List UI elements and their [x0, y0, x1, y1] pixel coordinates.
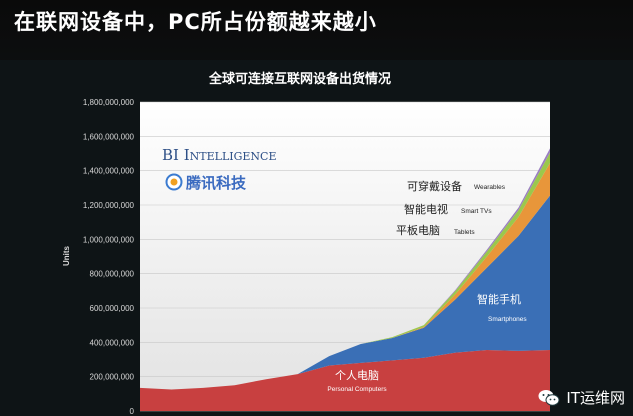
- y-tick-labels: 0 200,000,000 400,000,000 600,000,000 800,00…: [83, 98, 135, 416]
- label-pc-cn: 个人电脑: [335, 369, 379, 382]
- y-tick-label: 0: [130, 407, 135, 416]
- label-tablets-cn: 平板电脑: [396, 223, 440, 237]
- chart-title: 全球可连接互联网设备出货情况: [208, 71, 391, 87]
- y-axis-title: Units: [62, 245, 71, 266]
- label-wearables-en: Wearables: [474, 184, 506, 191]
- label-smarttv-cn: 智能电视: [404, 202, 448, 216]
- y-tick-label: 1,200,000,000: [83, 201, 135, 210]
- series-area-personal-computers: [140, 350, 550, 411]
- y-tick-label: 1,600,000,000: [83, 132, 135, 141]
- tencent-logo-icon: [165, 173, 183, 191]
- series-area-smartphones: [140, 195, 550, 390]
- brand-en: BI INTELLIGENCE: [162, 146, 277, 164]
- series-labels: 可穿戴设备 Wearables 智能电视 Smart TVs 平板电脑 Tabl…: [327, 179, 527, 393]
- watermark-text: IT运维网: [566, 389, 625, 407]
- label-wearables-cn: 可穿戴设备: [407, 179, 462, 193]
- series-areas: [140, 148, 550, 411]
- label-pc-en: Personal Computers: [327, 386, 387, 393]
- brand-block: BI INTELLIGENCE 腾讯科技: [162, 146, 277, 192]
- wechat-icon: [538, 389, 560, 406]
- y-tick-label: 800,000,000: [90, 270, 135, 279]
- y-tick-label: 1,000,000,000: [83, 235, 135, 244]
- label-smartphones-cn: 智能手机: [477, 292, 521, 306]
- headline: 在联网设备中，PC所占份额越来越小: [14, 10, 377, 34]
- y-tick-label: 1,400,000,000: [83, 167, 135, 176]
- brand-cn: 腾讯科技: [185, 174, 247, 192]
- y-tick-label: 200,000,000: [90, 373, 135, 382]
- label-tablets-en: Tablets: [454, 229, 475, 236]
- y-tick-label: 400,000,000: [90, 338, 135, 347]
- label-smarttv-en: Smart TVs: [461, 208, 492, 215]
- watermark: IT运维网: [538, 387, 625, 408]
- label-smartphones-en: Smartphones: [488, 316, 527, 323]
- y-tick-label: 1,800,000,000: [83, 98, 135, 107]
- y-tick-label: 600,000,000: [90, 304, 135, 313]
